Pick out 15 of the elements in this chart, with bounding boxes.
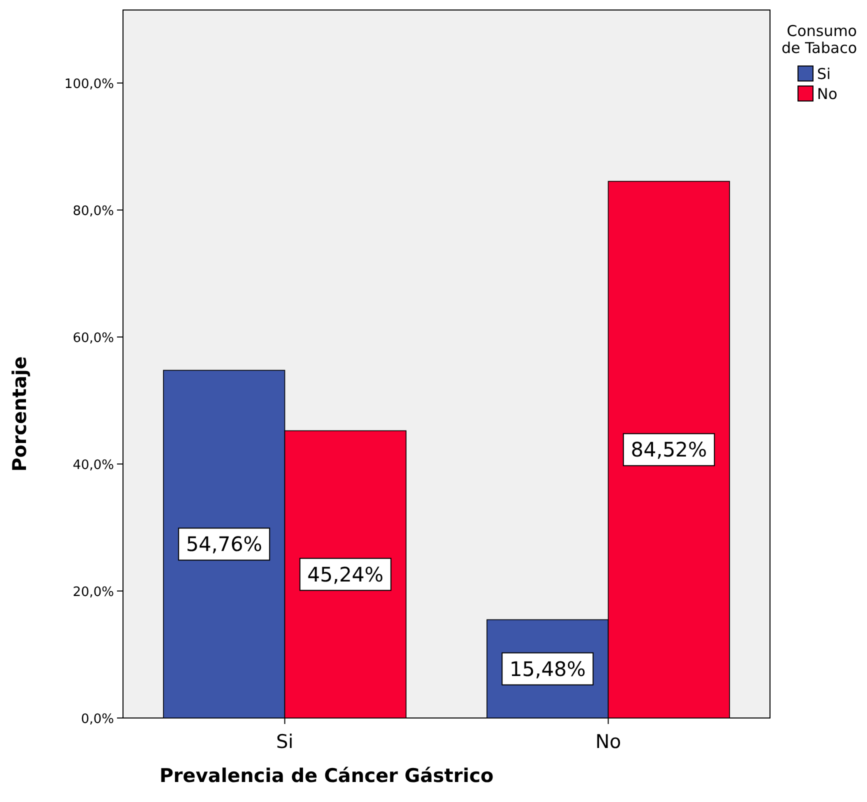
x-axis-title: Prevalencia de Cáncer Gástrico: [159, 765, 494, 787]
y-tick-label: 40,0%: [72, 458, 114, 474]
y-axis-title: Porcentaje: [9, 356, 31, 472]
data-label: 54,76%: [186, 532, 262, 556]
y-tick-label: 100,0%: [64, 77, 114, 92]
legend-label: Si: [817, 65, 831, 83]
legend-label: No: [817, 85, 838, 103]
y-tick-label: 60,0%: [72, 331, 114, 346]
y-tick-label: 80,0%: [72, 204, 114, 220]
data-label: 15,48%: [509, 656, 586, 681]
data-label: 84,52%: [630, 438, 708, 462]
legend-title: Consumo de Tabaco: [781, 22, 857, 57]
y-tick-label: 0,0%: [80, 712, 114, 727]
y-tick-label: 20,0%: [72, 585, 114, 600]
data-label: 45,24%: [307, 562, 384, 586]
